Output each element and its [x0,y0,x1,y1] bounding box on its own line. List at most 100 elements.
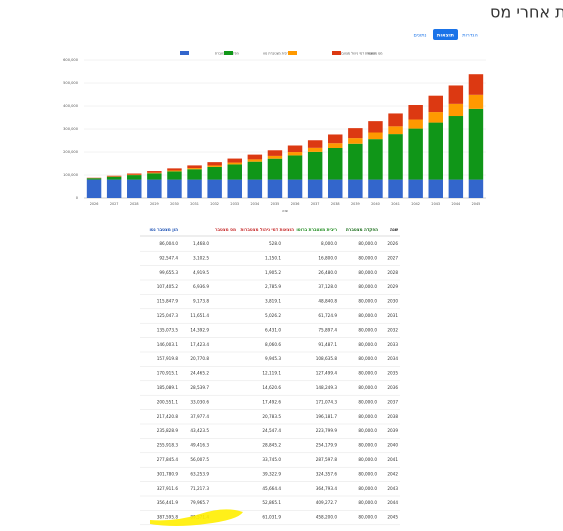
bar-segment [428,95,443,113]
bar-segment [328,179,343,198]
bar-segment [388,113,403,127]
table-cell: 71,217.3 [190,486,209,491]
bar-segment [468,179,484,198]
bar-segment [187,179,202,198]
table-cell: 14,620.6 [262,385,281,390]
table-cell: 45,664.4 [262,486,281,491]
page-title: מחשבון ריבית דריבית אחרי מס [490,3,563,22]
legend-label: מס מצטבר [367,51,383,55]
table-cell: 2034 [387,356,398,361]
table-cell: 196,181.7 [316,414,338,419]
bar-segment [167,168,182,171]
bar-segment [247,159,263,162]
bar-segment [368,179,383,198]
x-tick-label: 2030 [170,202,179,206]
table-cell: 2027 [387,255,398,260]
bar-segment [187,165,202,169]
table-cell: 48,840.8 [318,299,337,304]
table-cell: 135,073.5 [157,327,179,332]
table-cell: 9,945.3 [265,356,281,361]
table-cell: 2029 [387,284,398,289]
table-cell: 11,651.4 [190,313,209,318]
table-cell: 86,004.0 [159,241,178,246]
table-cell: 79,965.7 [190,500,209,505]
bar-segment [147,172,162,174]
tab[interactable]: הגדרות [462,33,478,39]
bar-segment [86,178,102,180]
active-tab-bg[interactable] [433,29,458,40]
table-cell: 107,405.2 [157,284,179,289]
table-cell: 2043 [387,486,398,491]
table-cell: 92,547.4 [159,255,178,260]
bar-segment [388,179,403,198]
table-cell: 146,003.1 [157,342,179,347]
table-cell: 26,480.0 [318,270,337,275]
bar-segment [207,179,222,198]
bar-segment [106,179,122,198]
table-cell: 409,272.7 [316,500,338,505]
table-cell: 17,492.6 [262,399,281,404]
x-tick-label: 2026 [90,202,99,206]
table-cell: 52,865.1 [262,500,281,505]
table-cell: 3,102.5 [193,255,209,260]
table-cell: 2033 [387,342,398,347]
table-header: שנה [390,227,399,232]
bar-segment [428,112,443,123]
table-cell: 99,655.3 [159,270,178,275]
tab[interactable]: נתונים [413,33,426,39]
y-tick-label: 400,000 [63,104,79,108]
table-cell: 61,031.9 [262,515,281,520]
table-cell: 108,635.8 [316,356,338,361]
bar-segment [247,179,263,198]
table-cell: 80,000.0 [358,500,377,505]
table-cell: 148,249.3 [316,385,338,390]
table-cell: 125,047.3 [157,313,179,318]
table-cell: 217,420.8 [157,414,179,419]
bar-segment [348,143,363,180]
table-cell: 1,468.0 [193,241,209,246]
x-tick-label: 2044 [452,202,461,206]
table-cell: 277,845.4 [157,457,179,462]
table-cell: 2038 [387,414,398,419]
bar-segment [307,151,323,180]
table-cell: 12,119.1 [262,371,281,376]
bar-segment [267,179,283,198]
bar-segment [207,162,222,166]
bar-segment [207,166,222,180]
x-tick-label: 2028 [130,202,139,206]
table-cell: 37,128.0 [318,284,337,289]
table-cell: 287,597.8 [316,457,338,462]
table-cell: 6,431.0 [265,327,281,332]
table-cell: 39,322.9 [262,471,281,476]
table-cell: 327,911.6 [157,486,179,491]
bar-segment [307,179,323,198]
legend-label: ריבית מצטברת נטו [263,51,289,55]
table-cell: 28,845.2 [262,443,281,448]
y-tick-label: 200,000 [63,150,79,154]
x-tick-label: 2027 [110,202,119,206]
table-cell: 2031 [387,313,398,318]
table-cell: 115,847.9 [157,299,179,304]
bar-segment [388,134,403,180]
bar-segment [227,179,242,198]
bar-segment [167,179,182,198]
table-cell: 80,000.0 [358,284,377,289]
table-cell: 2036 [387,385,398,390]
table-cell: 2040 [387,443,398,448]
bar-segment [448,85,464,104]
bar-segment [368,121,383,133]
table-cell: 24,547.4 [262,428,281,433]
bar-segment [247,154,263,160]
table-cell: 80,000.0 [358,399,377,404]
tab-active[interactable]: תוצאות [437,33,454,39]
bar-segment [348,128,363,139]
table-cell: 185,089.1 [157,385,179,390]
table-cell: 127,499.4 [316,371,338,376]
table-cell: 33,745.0 [262,457,281,462]
legend-swatch [180,51,189,55]
table-cell: 2042 [387,471,398,476]
bar-segment [147,173,162,180]
table-cell: 2045 [387,515,398,520]
table-header: מס מצטבר [215,227,236,232]
table-cell: 2035 [387,371,398,376]
